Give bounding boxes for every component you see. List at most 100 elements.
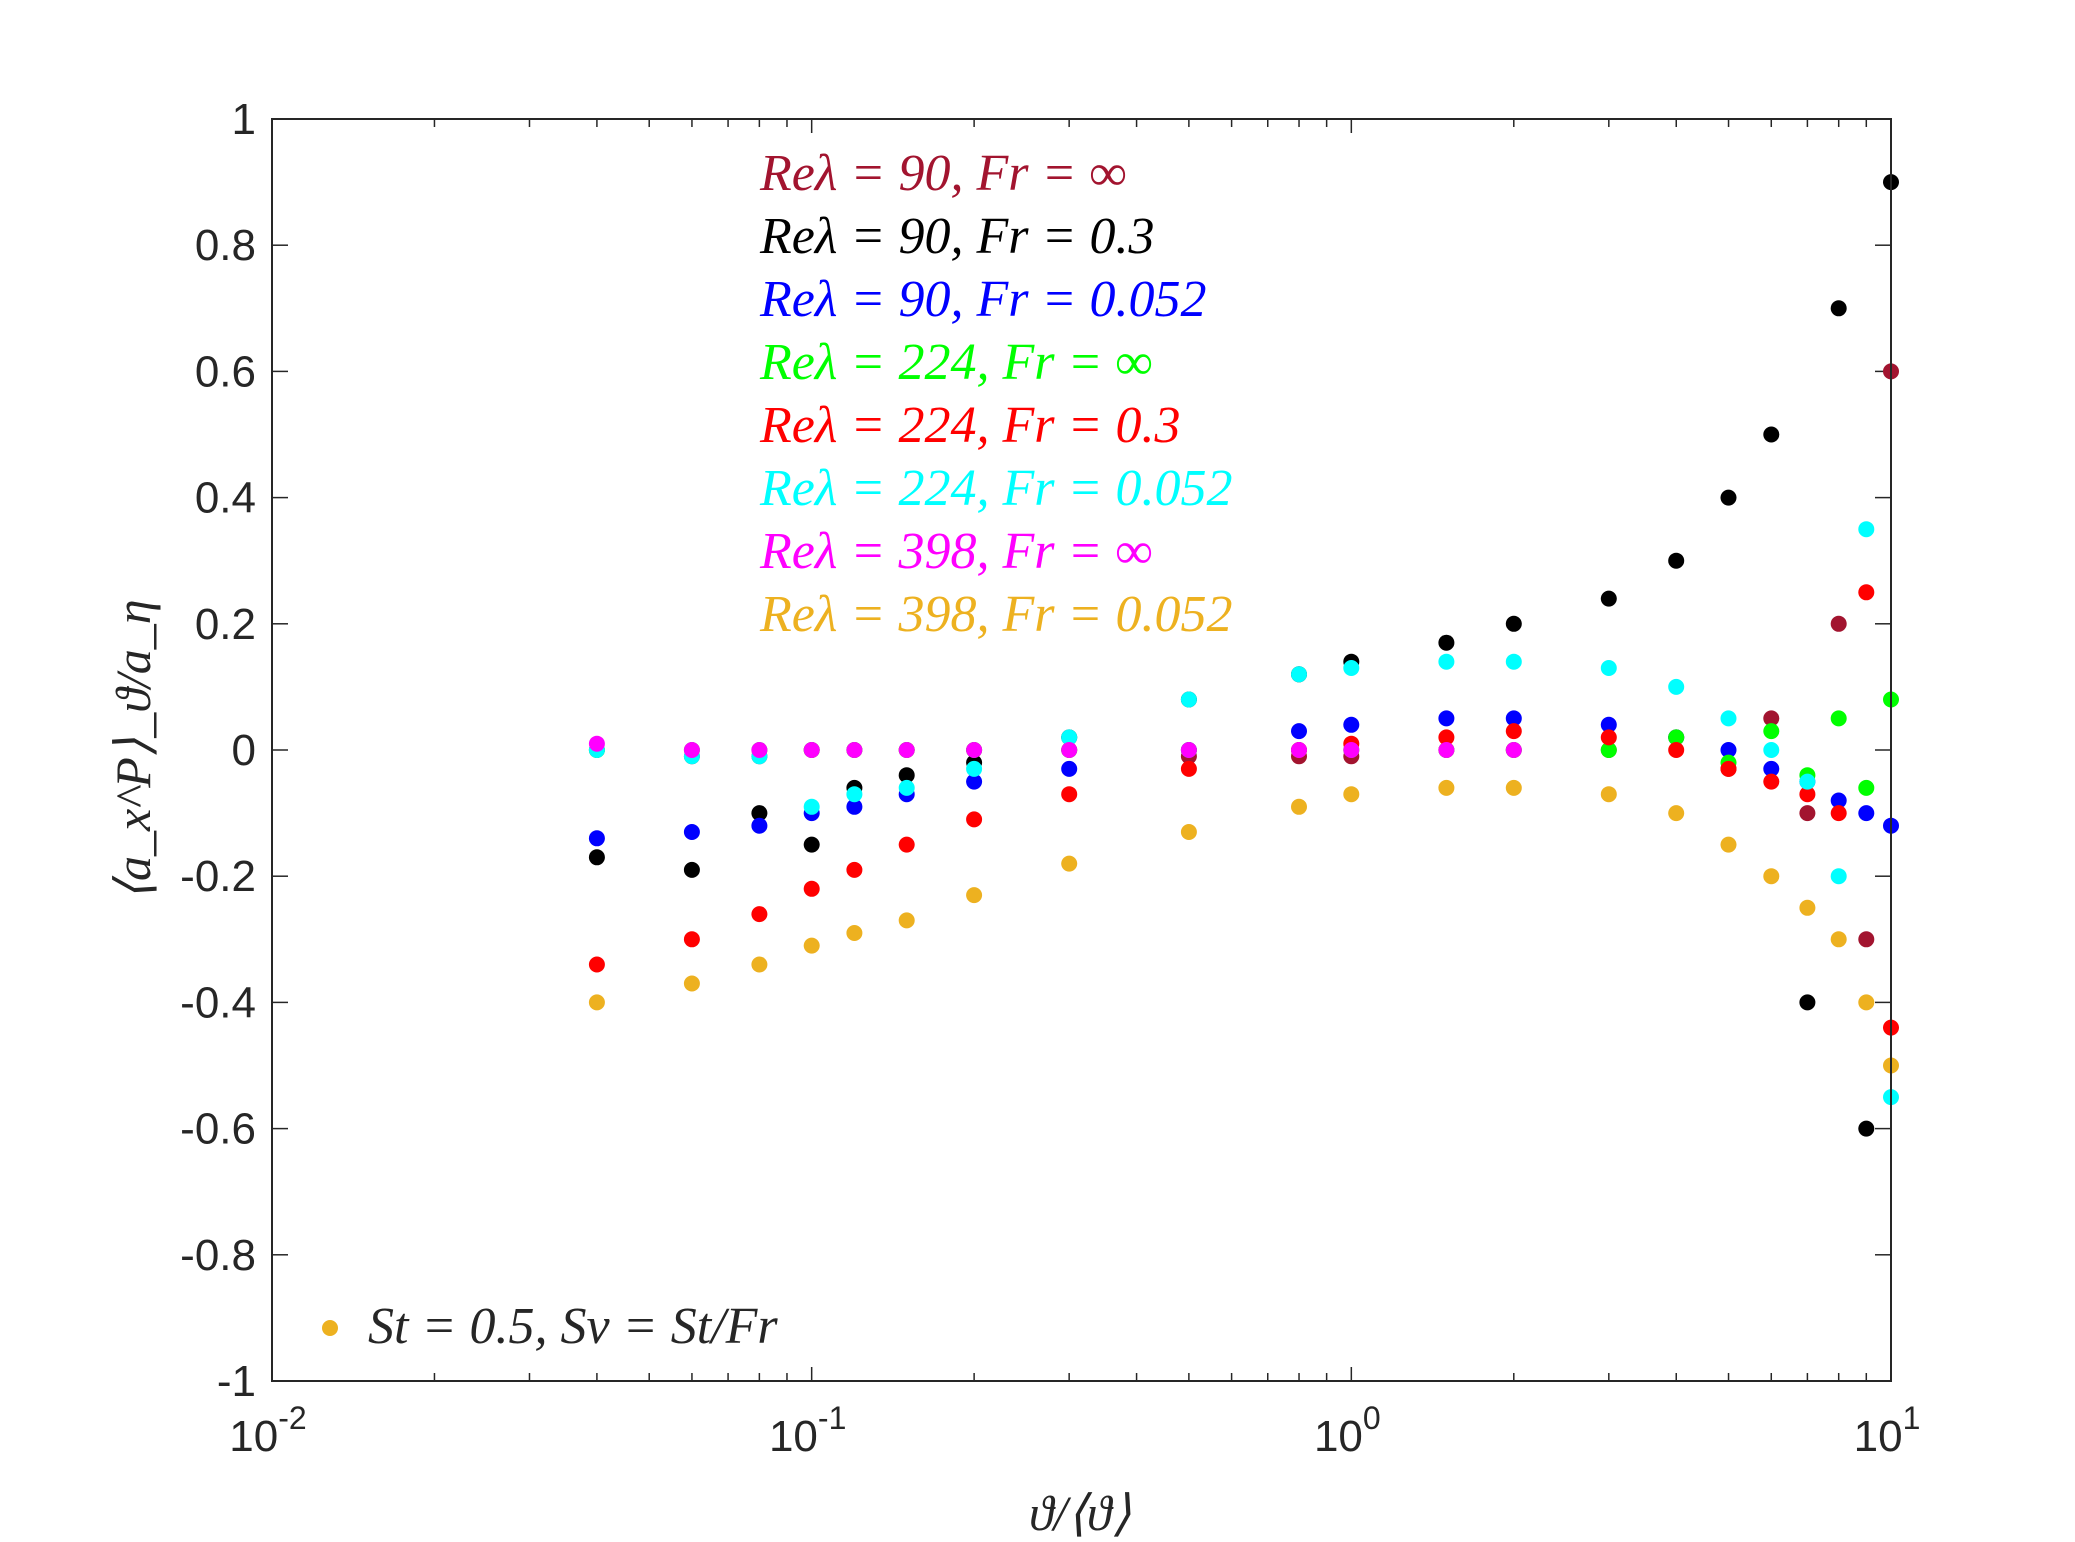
series-7-point	[1830, 931, 1847, 948]
y-tick-label: -0.6	[180, 1105, 256, 1154]
series-1-point	[751, 805, 768, 822]
series-5-point	[803, 798, 820, 815]
series-5-point	[1763, 742, 1780, 758]
series-6-point	[683, 742, 700, 758]
series-7-point	[588, 994, 605, 1011]
series-4-point	[846, 861, 863, 878]
legend-entry: Reλ = 398, Fr = 0.052	[759, 586, 1233, 643]
series-1-point	[1858, 1120, 1875, 1137]
y-tick-labels: -1 -0.8 -0.6 -0.4 -0.2 0 0.2 0.4 0.6 0.8 1	[180, 95, 256, 1406]
series-0-point	[1799, 805, 1816, 822]
series-2-point	[1505, 710, 1522, 727]
series-0-point	[1858, 931, 1875, 948]
series-7-point	[1763, 868, 1780, 885]
series-4-point	[1505, 723, 1522, 740]
series-4-point	[1858, 584, 1875, 601]
series-1-point	[683, 861, 700, 878]
series-4-point	[588, 956, 605, 973]
y-tick-label: 0.8	[195, 221, 256, 270]
series-1-point	[1600, 590, 1617, 607]
series-5-point	[1343, 660, 1360, 676]
series-6-point	[1438, 742, 1455, 758]
series-5-point	[1668, 678, 1685, 695]
y-tick-label: -1	[217, 1357, 256, 1406]
note-text: St = 0.5, Sv = St/Fr	[368, 1298, 778, 1355]
series-5-point	[966, 760, 983, 777]
series-2-point	[1061, 760, 1078, 777]
series-2-point	[1343, 716, 1360, 733]
y-tick-label: 0.2	[195, 600, 256, 649]
series-3-point	[1600, 742, 1617, 758]
legend-entry: Reλ = 90, Fr = 0.3	[759, 208, 1155, 265]
series-7-point	[1343, 786, 1360, 803]
series-1-point	[1505, 615, 1522, 632]
x-tick-label: 10-2	[229, 1400, 306, 1461]
x-tick-label: 100	[1314, 1400, 1381, 1461]
series-3-point	[1763, 723, 1780, 740]
legend-entry: Reλ = 224, Fr = ∞	[759, 334, 1153, 391]
x-tick-labels: 10-2 10-1 100 101	[229, 1400, 1920, 1461]
series-1-point	[1438, 634, 1455, 651]
series-7-point	[1061, 855, 1078, 872]
y-tick-label: -0.8	[180, 1231, 256, 1280]
x-tick-label: 10-1	[769, 1400, 846, 1461]
series-6-point	[898, 742, 915, 758]
series-2-point	[1763, 760, 1780, 777]
series-2-point	[751, 817, 768, 834]
series-6-point	[1505, 742, 1522, 758]
y-tick-label: -0.4	[180, 978, 256, 1027]
series-2-point	[683, 824, 700, 840]
series-1-point	[803, 836, 820, 853]
series-5-point	[1061, 729, 1078, 746]
series-1-point	[898, 767, 915, 784]
series-1-point	[588, 849, 605, 866]
x-tick-label: 101	[1854, 1400, 1921, 1461]
series-6-point	[1343, 742, 1360, 758]
series-0-point	[1763, 710, 1780, 727]
y-tick-label: 0.6	[195, 347, 256, 396]
series-6-point	[803, 742, 820, 758]
y-tick-label: -0.2	[180, 852, 256, 901]
series-4-point	[1830, 805, 1847, 822]
legend-entry: Reλ = 90, Fr = 0.052	[759, 271, 1207, 328]
series-6-point	[966, 742, 983, 758]
series-4-point	[803, 880, 820, 897]
series-2-point	[966, 773, 983, 790]
series-2-point	[1600, 716, 1617, 733]
series-4-point	[1438, 729, 1455, 746]
legend-entry: Reλ = 90, Fr = ∞	[759, 145, 1127, 202]
series-5-point	[1799, 773, 1816, 790]
series-5-point	[1438, 653, 1455, 670]
series-7-point	[846, 925, 863, 941]
series-7-point	[1505, 779, 1522, 796]
series-4-point	[683, 931, 700, 948]
series-5-point	[1830, 868, 1847, 885]
series-0-point	[1830, 615, 1847, 632]
series-1-point	[1763, 426, 1780, 443]
series-4-point	[898, 836, 915, 853]
x-axis-title: ϑ/⟨ϑ⟩	[1029, 1485, 1131, 1541]
series-3-point	[1830, 710, 1847, 727]
y-tick-label: 0.4	[195, 474, 256, 523]
series-1-point	[1668, 552, 1685, 569]
legend-entry: Reλ = 224, Fr = 0.3	[759, 397, 1181, 454]
series-2-point	[1438, 710, 1455, 727]
legend-entry: Reλ = 224, Fr = 0.052	[759, 460, 1233, 517]
series-7-point	[803, 937, 820, 954]
series-5-point	[846, 786, 863, 803]
series-2-point	[1830, 792, 1847, 809]
series-6-point	[1291, 742, 1307, 758]
series-1-point	[1830, 300, 1847, 317]
series-7-point	[1858, 994, 1875, 1011]
series-6-point	[846, 742, 863, 758]
series-4-point	[751, 906, 768, 923]
series-7-point	[1291, 798, 1307, 815]
y-axis-title: ⟨a_x^P⟩_ϑ/a_η	[105, 599, 161, 900]
legend-entry: Reλ = 398, Fr = ∞	[759, 523, 1153, 580]
series-7-point	[1799, 899, 1816, 916]
series-7-point	[1600, 786, 1617, 803]
series-5-point	[898, 779, 915, 796]
legend: Reλ = 90, Fr = ∞ Reλ = 90, Fr = 0.3 Reλ = …	[759, 145, 1233, 643]
series-3-point	[1858, 779, 1875, 796]
